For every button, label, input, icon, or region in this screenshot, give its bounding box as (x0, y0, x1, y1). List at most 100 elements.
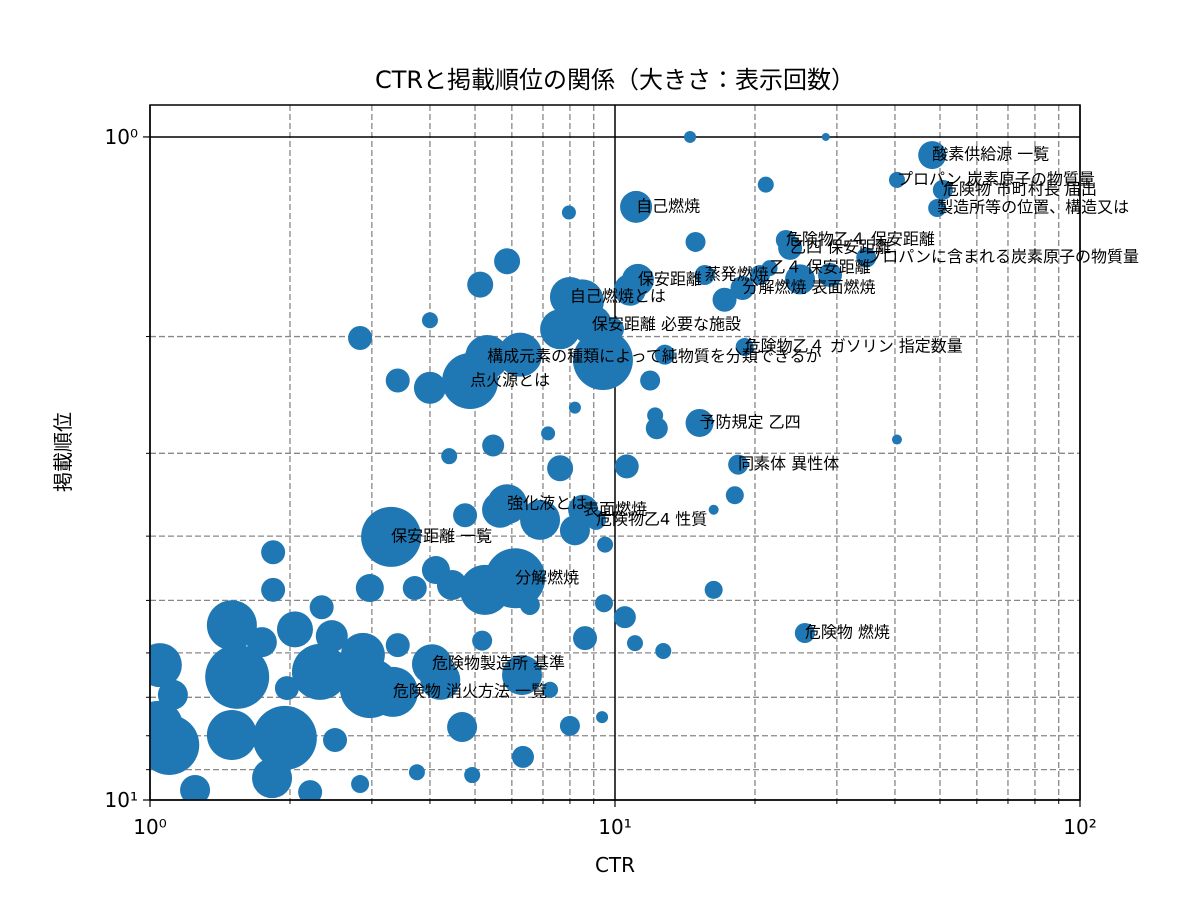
bubble (413, 371, 446, 404)
bubble (361, 506, 422, 567)
annotation: 危険物 消火方法 一覧 (393, 681, 547, 700)
bubble (620, 190, 653, 223)
annotation: 自己燃焼とは (570, 286, 666, 305)
bubble (728, 454, 749, 475)
bubble (411, 644, 452, 685)
bubble (614, 454, 639, 479)
bubble (494, 248, 521, 275)
bubble (436, 570, 467, 601)
ticks: 10⁰ 10¹ 10² 10⁰ 10¹ (105, 125, 1097, 839)
bubble (597, 536, 614, 553)
bubble (298, 780, 323, 800)
bubble (888, 171, 905, 188)
bubble (640, 370, 661, 391)
bubble (725, 486, 744, 505)
bubble (891, 434, 902, 445)
bubble (626, 635, 643, 652)
bubble (918, 141, 947, 170)
bubble (547, 455, 574, 482)
y-axis-label: 掲載順位 (51, 412, 75, 492)
bubble (541, 426, 556, 441)
bubble (206, 710, 257, 761)
bubble (453, 503, 478, 528)
bubble (596, 711, 609, 724)
bubble (645, 417, 668, 440)
x-tick-label: 10¹ (598, 815, 631, 839)
bubble (654, 344, 675, 365)
bubble (549, 276, 590, 317)
bubble (408, 764, 425, 781)
bubble (441, 448, 458, 465)
bubble (291, 643, 348, 700)
bubble (252, 758, 293, 799)
bubble (818, 262, 843, 287)
bubble (309, 595, 334, 620)
annotation: 表面燃焼 (583, 499, 647, 518)
bubble (467, 271, 494, 298)
bubble (694, 264, 715, 285)
bubble (821, 132, 830, 141)
annotation: 保安距離 (638, 269, 702, 288)
annotation: 分解燃焼 (515, 568, 579, 587)
bubble (928, 199, 947, 218)
x-tick-label: 10² (1063, 815, 1096, 839)
bubble (246, 627, 277, 658)
annotation: 予防規定 乙四 (700, 412, 801, 431)
bubble (315, 620, 348, 653)
bubble (708, 504, 719, 515)
bubble (542, 681, 559, 698)
annotation: 構成元素の種類によって純物質を分類できるか (487, 346, 821, 365)
bubble (402, 576, 427, 601)
annotation: 保安距離 一覧 (391, 526, 492, 545)
bubble (385, 633, 410, 658)
bubble (520, 499, 561, 540)
bubble (685, 231, 706, 252)
annotation: 危険物乙４ ガソリン 指定数量 (745, 337, 963, 356)
bubble (385, 368, 410, 393)
bubble (348, 325, 373, 350)
bubble (323, 728, 348, 753)
annotation: 酸素供給源 一覧 (932, 145, 1049, 164)
bubble (482, 434, 505, 457)
annotation: 蒸発燃焼 (705, 264, 769, 283)
bubble (252, 705, 317, 770)
bubble (684, 130, 697, 143)
annotation: 危険物製造所 基準 (432, 654, 565, 673)
bubble (472, 630, 493, 651)
annotation: 危険物 燃焼 (805, 623, 890, 642)
bubble (351, 775, 370, 794)
annotation: 危険物乙4 性質 (596, 509, 707, 528)
plot-area (150, 130, 953, 800)
bubble (355, 574, 384, 603)
bubble (206, 600, 257, 651)
bubble (856, 247, 877, 268)
bubble (498, 332, 543, 377)
bubble (712, 287, 737, 312)
bubble (685, 408, 714, 437)
annotation: 保安距離 必要な施設 (592, 314, 741, 333)
bubble (730, 276, 755, 301)
bubble (761, 260, 778, 277)
bubble (794, 623, 815, 644)
annotation: 分解燃焼 表面燃焼 (742, 278, 875, 297)
bubble (785, 264, 816, 295)
bubble (276, 611, 313, 648)
y-tick-label: 10⁰ (105, 125, 138, 149)
annotation: 強化液とは (507, 494, 587, 513)
annotation: 乙４ 保安距離 (770, 258, 871, 277)
bubble (367, 666, 418, 717)
annotation: 危険物乙４ 保安距離 (786, 229, 935, 248)
bubble (180, 775, 211, 800)
annotation: 製造所等の位置、構造又は (937, 198, 1129, 217)
bubble (205, 644, 270, 709)
annotation: 点火源とは (470, 371, 550, 390)
annotation: 自己燃焼 (636, 196, 700, 215)
bubble (655, 642, 672, 659)
y-tick-label: 10¹ (105, 788, 138, 812)
annotation: プロパン 炭素原子の物質量 (897, 169, 1095, 188)
x-axis-label: CTR (595, 853, 635, 877)
bubble (150, 700, 183, 751)
